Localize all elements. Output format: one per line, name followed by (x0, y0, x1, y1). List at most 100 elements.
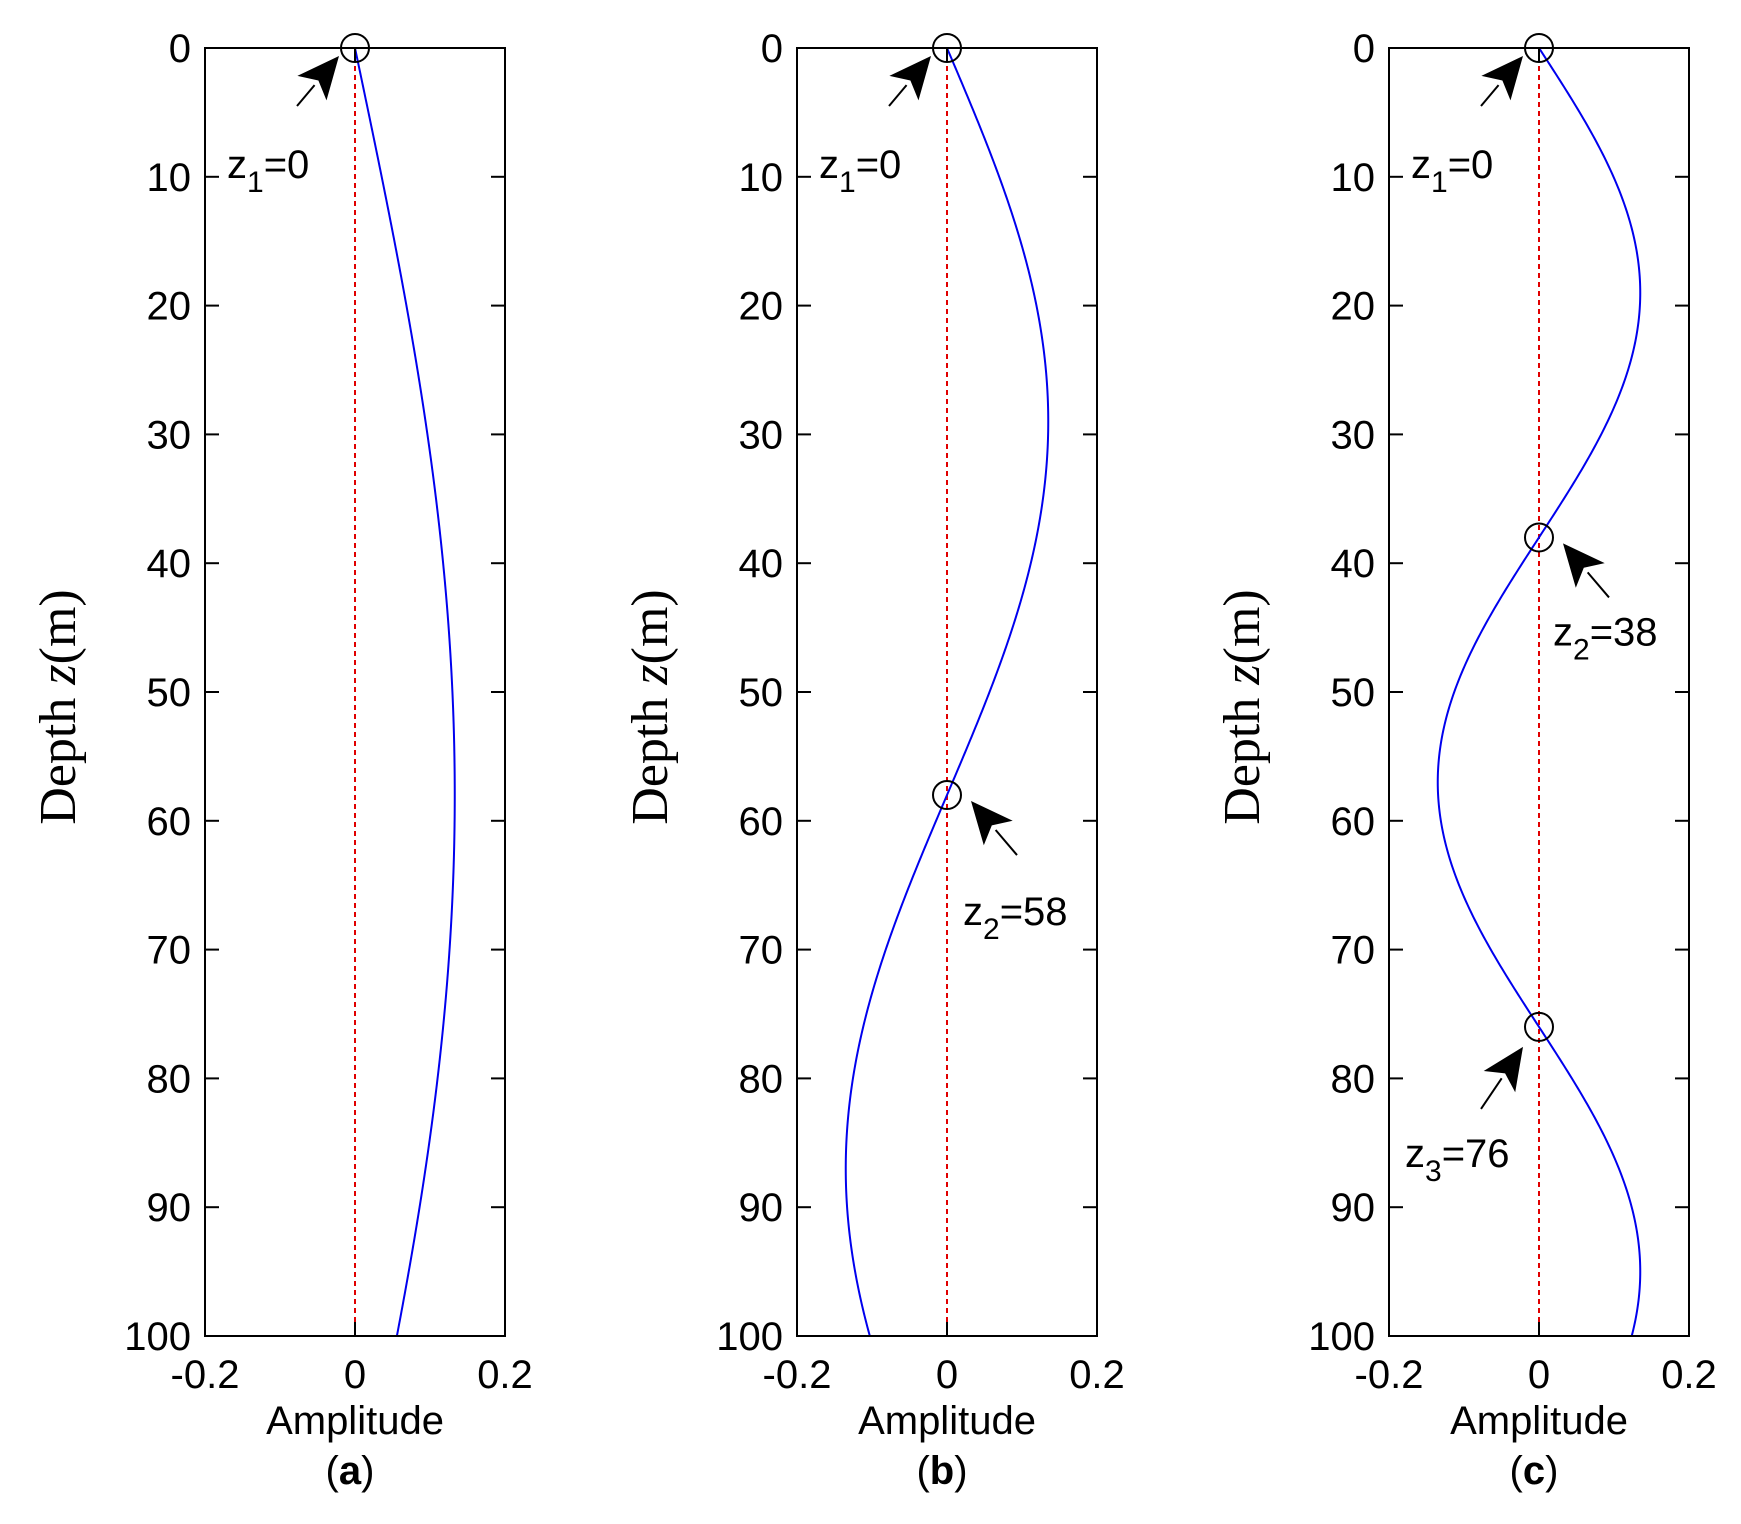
y-axis-label-var: z (622, 664, 679, 685)
y-tick-label: 90 (147, 1186, 192, 1230)
node-annotation-subscript: 1 (1431, 166, 1448, 199)
y-tick-label: 20 (739, 285, 784, 329)
y-tick-label: 0 (1353, 27, 1375, 71)
panel-label-letter: b (930, 1449, 954, 1493)
y-axis-label: Depth z(m) (1214, 589, 1271, 824)
y-tick-label: 10 (739, 156, 784, 200)
node-annotation-subscript: 2 (983, 913, 1000, 946)
node-arrow-shaft (1480, 84, 1500, 107)
x-axis-label: Amplitude (1450, 1399, 1628, 1443)
node-arrow-shaft (888, 84, 908, 107)
node-annotation-var: z (1411, 143, 1431, 187)
node-annotation-subscript: 1 (247, 166, 264, 199)
node-annotation: z3=76 (1405, 1132, 1510, 1188)
node-annotation-value: =0 (1448, 143, 1494, 187)
node-marker (932, 33, 962, 63)
node-annotation-value: =38 (1590, 610, 1658, 654)
node-marker (932, 780, 962, 811)
y-tick-label: 30 (147, 413, 192, 457)
y-tick-label: 70 (739, 929, 784, 973)
y-tick-label: 90 (1331, 1186, 1376, 1230)
y-axis-label-text: Depth (1214, 685, 1271, 825)
x-axis-label: Amplitude (266, 1399, 444, 1443)
panel-label: (a) (326, 1449, 375, 1493)
chart-panel-c: 0 10 20 30 40 50 60 70 80 90 100-0.2 0 0.2 Amplitude (… (1214, 27, 1717, 1493)
mode-curve-series (354, 48, 456, 1336)
y-tick-label: 30 (1331, 413, 1376, 457)
node-annotation: z2=38 (1553, 610, 1658, 666)
panel-label: (c) (1510, 1449, 1559, 1493)
y-tick-label: 100 (716, 1315, 783, 1359)
y-tick-label: 50 (739, 671, 784, 715)
y-axis-label-var: z (1214, 664, 1271, 685)
x-tick-label: 0.2 (1661, 1353, 1717, 1397)
node-annotation: z1=0 (819, 143, 901, 199)
y-tick-label: 100 (124, 1315, 191, 1359)
node-annotation-value: =0 (264, 143, 310, 187)
node-arrow-head (971, 801, 1013, 846)
y-tick-label: 70 (147, 929, 192, 973)
node-annotation-var: z (227, 143, 247, 187)
panel-label-open: ( (916, 1449, 930, 1493)
panel-label-close: ) (361, 1449, 374, 1493)
x-tick-label: 0 (936, 1353, 958, 1397)
node-arrow-head (1563, 543, 1605, 588)
node-marker (1524, 33, 1554, 63)
chart-panel-a: 0 10 20 30 40 50 60 70 80 90 100-0.2 0 0.2 Amplitude (… (30, 27, 533, 1493)
y-tick-label: 90 (739, 1186, 784, 1230)
y-axis-label-text: Depth (30, 685, 87, 825)
panel-label-close: ) (1545, 1449, 1558, 1493)
y-tick-label: 40 (147, 542, 192, 586)
node-annotation-value: =76 (1442, 1132, 1510, 1176)
y-axis-label: Depth z(m) (622, 589, 679, 824)
y-tick-label: 70 (1331, 929, 1376, 973)
node-annotation-subscript: 1 (839, 166, 856, 199)
panel-label-letter: a (339, 1449, 362, 1493)
node-marker (340, 33, 370, 63)
node-arrow-head (889, 56, 931, 101)
y-tick-label: 10 (1331, 156, 1376, 200)
y-tick-label: 20 (1331, 285, 1376, 329)
y-tick-label: 40 (739, 542, 784, 586)
x-tick-label: -0.2 (1355, 1353, 1424, 1397)
y-tick-label: 80 (739, 1057, 784, 1101)
x-tick-label: -0.2 (171, 1353, 240, 1397)
y-tick-label: 80 (147, 1057, 192, 1101)
y-tick-label: 20 (147, 285, 192, 329)
node-annotation-var: z (1405, 1132, 1425, 1176)
y-axis-label-text: Depth (622, 685, 679, 825)
y-tick-label: 50 (147, 671, 192, 715)
node-annotation: z2=58 (963, 890, 1068, 946)
y-tick-label: 0 (761, 27, 783, 71)
y-tick-label: 60 (147, 800, 192, 844)
panel-label-open: ( (326, 1449, 340, 1493)
panel-label-close: ) (954, 1449, 967, 1493)
node-arrow-head (297, 56, 339, 101)
node-annotation-var: z (1553, 610, 1573, 654)
y-axis-label: Depth z(m) (30, 589, 87, 824)
node-marker (1524, 522, 1554, 553)
y-tick-label: 40 (1331, 542, 1376, 586)
node-annotation-subscript: 2 (1573, 633, 1590, 666)
y-tick-label: 60 (1331, 800, 1376, 844)
y-tick-label: 60 (739, 800, 784, 844)
y-tick-label: 10 (147, 156, 192, 200)
y-tick-label: 100 (1308, 1315, 1375, 1359)
node-annotation-value: =58 (1000, 890, 1068, 934)
node-arrow-shaft (1480, 1077, 1503, 1110)
mode-curve-series (1436, 48, 1642, 1336)
y-tick-label: 0 (169, 27, 191, 71)
node-annotation: z1=0 (1411, 143, 1493, 199)
y-axis-label-unit: (m) (30, 589, 87, 664)
y-tick-label: 30 (739, 413, 784, 457)
panel-label-open: ( (1510, 1449, 1524, 1493)
node-arrow-shaft (296, 84, 316, 107)
y-axis-label-unit: (m) (622, 589, 679, 664)
x-tick-label: 0.2 (477, 1353, 533, 1397)
panel-label-letter: c (1523, 1449, 1545, 1493)
node-arrow-head (1483, 1046, 1523, 1093)
x-tick-label: 0 (344, 1353, 366, 1397)
node-arrow-shaft (994, 829, 1018, 856)
chart-panel-b: 0 10 20 30 40 50 60 70 80 90 100-0.2 0 0.2 Amplitude (… (622, 27, 1125, 1493)
node-annotation-value: =0 (856, 143, 902, 187)
